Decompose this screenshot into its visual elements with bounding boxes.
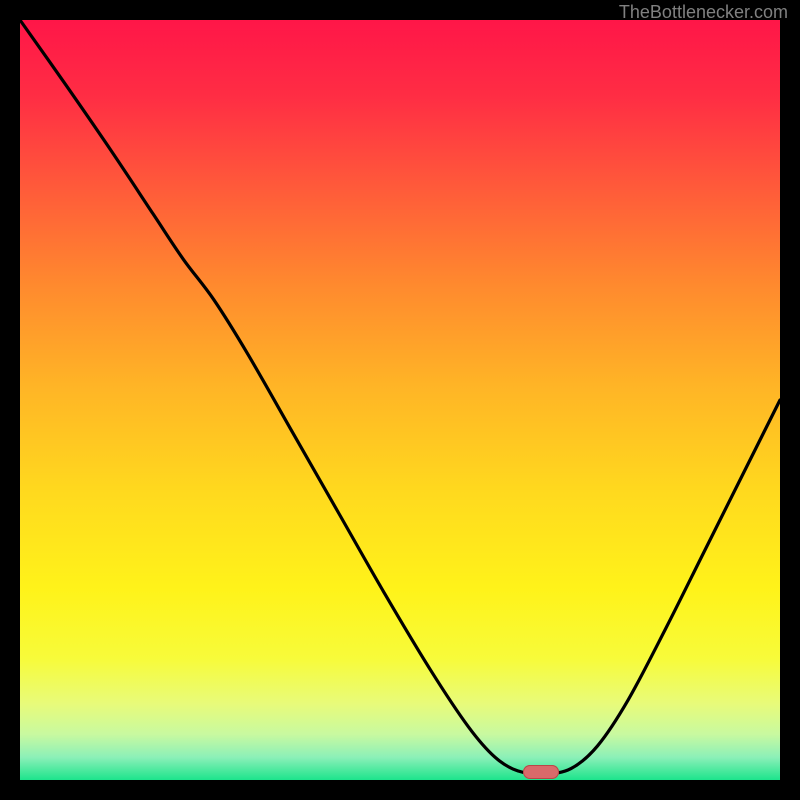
optimal-marker bbox=[523, 765, 559, 779]
bottleneck-curve bbox=[20, 20, 780, 780]
plot-area bbox=[20, 20, 780, 780]
watermark-text: TheBottlenecker.com bbox=[619, 2, 788, 23]
